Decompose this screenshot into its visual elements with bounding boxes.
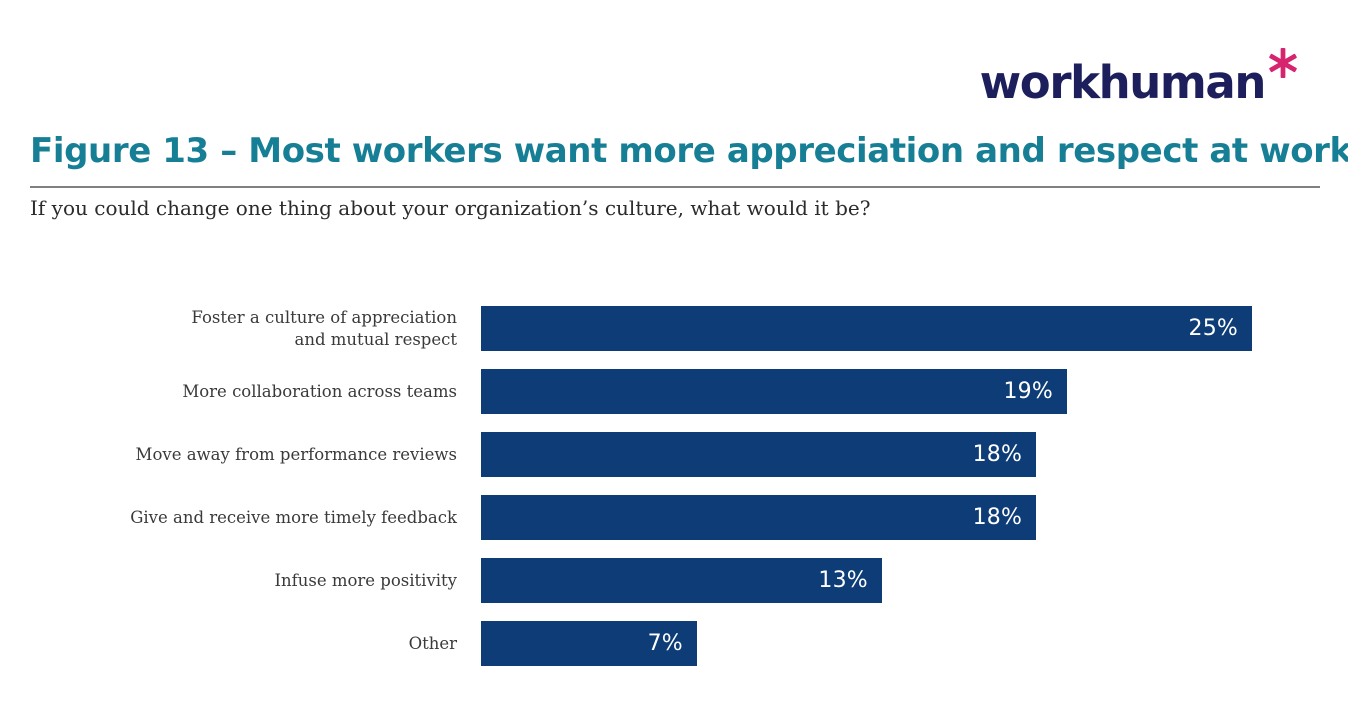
category-label: Infuse more positivity [274, 570, 457, 590]
bar-track: 7% [481, 621, 697, 666]
title-divider [30, 186, 1320, 188]
chart-row: Infuse more positivity 13% [0, 558, 1348, 603]
bar-value-label: 13% [818, 568, 868, 593]
bar-value-label: 18% [972, 505, 1023, 530]
bar-value-label: 19% [1003, 379, 1053, 404]
bar-track: 19% [481, 369, 1067, 414]
category-label: Other [408, 633, 457, 653]
chart-row: Foster a culture of appreciation and mut… [0, 306, 1348, 351]
page-title: Figure 13 – Most workers want more appre… [30, 131, 1348, 171]
page-subtitle: If you could change one thing about your… [30, 196, 871, 220]
bar[interactable]: 18% [481, 495, 1037, 540]
bar-track: 18% [481, 495, 1037, 540]
bar[interactable]: 19% [481, 369, 1067, 414]
bar[interactable]: 18% [481, 432, 1037, 477]
workhuman-logo: workhuman [980, 44, 1300, 105]
chart-row: More collaboration across teams 19% [0, 369, 1348, 414]
bar-track: 25% [481, 306, 1252, 351]
bar-value-label: 7% [647, 631, 683, 656]
category-label: Foster a culture of appreciation and mut… [191, 308, 457, 349]
chart-row: Move away from performance reviews 18% [0, 432, 1348, 477]
category-label: Move away from performance reviews [135, 444, 457, 464]
category-label: More collaboration across teams [182, 381, 457, 401]
brand-wordmark: workhuman [979, 56, 1267, 109]
bar-value-label: 18% [972, 442, 1023, 467]
bar[interactable]: 25% [481, 306, 1252, 351]
asterisk-icon [1269, 48, 1297, 78]
bar-track: 18% [481, 432, 1037, 477]
chart-row: Give and receive more timely feedback 18% [0, 495, 1348, 540]
category-label: Give and receive more timely feedback [130, 507, 457, 527]
bar-chart: Foster a culture of appreciation and mut… [0, 296, 1348, 666]
bar[interactable]: 13% [481, 558, 882, 603]
chart-row: Other 7% [0, 621, 1348, 666]
bar[interactable]: 7% [481, 621, 697, 666]
bar-track: 13% [481, 558, 882, 603]
bar-value-label: 25% [1188, 316, 1238, 341]
